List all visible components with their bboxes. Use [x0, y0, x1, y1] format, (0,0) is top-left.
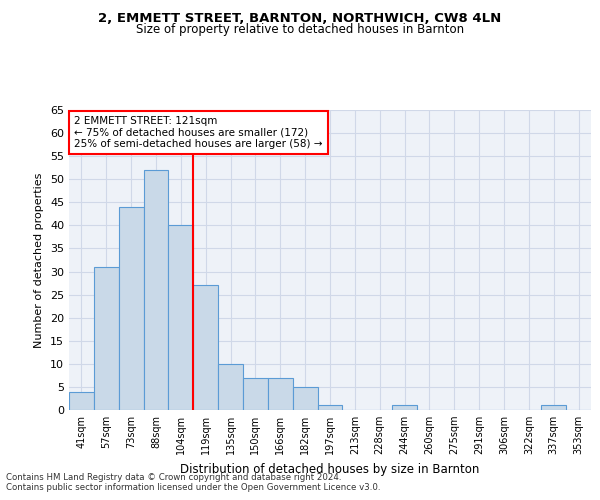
Bar: [268, 378, 293, 410]
Bar: [169, 226, 193, 410]
Text: 2 EMMETT STREET: 121sqm
← 75% of detached houses are smaller (172)
25% of semi-d: 2 EMMETT STREET: 121sqm ← 75% of detache…: [74, 116, 323, 149]
Bar: [94, 267, 119, 410]
Bar: [541, 406, 566, 410]
Bar: [193, 286, 218, 410]
Bar: [317, 406, 343, 410]
Bar: [392, 406, 417, 410]
Text: Contains HM Land Registry data © Crown copyright and database right 2024.: Contains HM Land Registry data © Crown c…: [6, 474, 341, 482]
Bar: [69, 392, 94, 410]
Text: Size of property relative to detached houses in Barnton: Size of property relative to detached ho…: [136, 22, 464, 36]
Bar: [218, 364, 243, 410]
Y-axis label: Number of detached properties: Number of detached properties: [34, 172, 44, 348]
Bar: [243, 378, 268, 410]
Bar: [143, 170, 169, 410]
Text: 2, EMMETT STREET, BARNTON, NORTHWICH, CW8 4LN: 2, EMMETT STREET, BARNTON, NORTHWICH, CW…: [98, 12, 502, 26]
X-axis label: Distribution of detached houses by size in Barnton: Distribution of detached houses by size …: [181, 462, 479, 475]
Bar: [293, 387, 317, 410]
Bar: [119, 207, 143, 410]
Text: Contains public sector information licensed under the Open Government Licence v3: Contains public sector information licen…: [6, 484, 380, 492]
